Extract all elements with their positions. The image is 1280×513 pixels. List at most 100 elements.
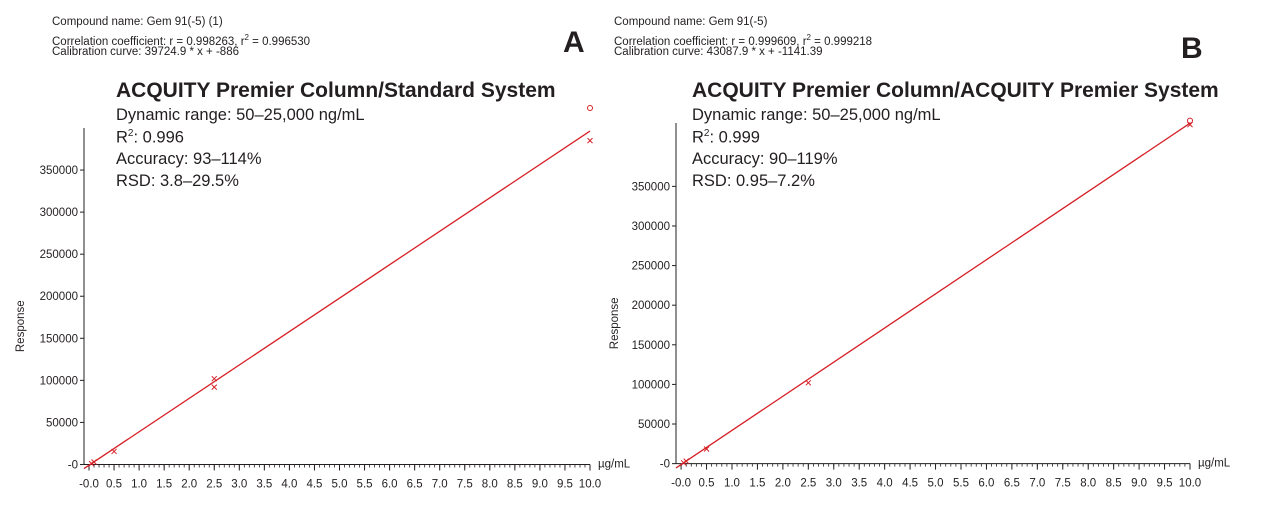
x-tick-label: 6.5 (407, 478, 423, 490)
calibration-plot-b: -0 50000 100000 150000 200000 250000 300000 350… (609, 117, 1231, 490)
y-tick-label: 150000 (40, 333, 78, 345)
x-tick-label: -0.0 (79, 478, 99, 490)
data-point (683, 458, 690, 464)
x-tick-label: 3.0 (231, 478, 247, 490)
x-tick-label: 5.0 (332, 478, 348, 490)
y-tick-label: 100000 (40, 375, 78, 387)
data-point (587, 105, 593, 111)
y-tick-label: 150000 (632, 340, 670, 352)
chart-panel-b: Compound name: Gem 91(-5) Correlation co… (609, 0, 1280, 513)
calibration-fit-line (83, 130, 591, 470)
r2-sup: 2 (703, 128, 710, 139)
x-tick-label: 1.0 (724, 478, 740, 490)
y-tick-label: 50000 (638, 419, 670, 431)
chart-title: ACQUITY Premier Column/Standard System (116, 79, 556, 102)
y-tick-label: 100000 (632, 379, 670, 391)
x-tick-label: 8.5 (1106, 478, 1122, 490)
calibration-plot-a: -0 50000 100000 150000 200000 250000 300000 350… (15, 105, 631, 490)
x-tick-label: 9.5 (1157, 478, 1173, 490)
x-tick-label: 2.0 (181, 478, 197, 490)
x-tick-label: 4.0 (877, 478, 893, 490)
x-tick-label: 1.0 (131, 478, 147, 490)
correlation-prefix: Correlation coefficient: r = 0.999609, r (614, 35, 807, 48)
y-tick-label: 350000 (40, 165, 78, 177)
y-tick-label: 300000 (40, 207, 78, 219)
calibration-curve: Calibration curve: 39724.9 * x + -886 (52, 46, 239, 58)
correlation-suffix: = 0.999218 (810, 35, 873, 48)
x-tick-label: 6.0 (978, 478, 994, 490)
x-tick-label: 7.5 (1055, 478, 1071, 490)
data-point (211, 375, 218, 382)
x-tick-label: 4.0 (281, 478, 297, 490)
x-tick-label: 0.5 (106, 478, 122, 490)
x-tick-label: 2.0 (775, 478, 791, 490)
data-point (587, 137, 593, 144)
correlation-coefficient: Correlation coefficient: r = 0.998263, r… (52, 30, 310, 50)
x-tick-label: 9.5 (557, 478, 573, 490)
accuracy: Accuracy: 93–114% (116, 150, 262, 168)
calibration-fit-line (675, 122, 1191, 469)
data-point (680, 459, 687, 466)
x-tick-label: 5.5 (953, 478, 969, 490)
correlation-suffix: = 0.996530 (248, 35, 311, 48)
x-tick-label: 0.5 (699, 478, 715, 490)
y-tick-label: 50000 (46, 417, 78, 429)
correlation-coefficient: Correlation coefficient: r = 0.999609, r… (614, 30, 872, 50)
dynamic-range: Dynamic range: 50–25,000 ng/mL (692, 106, 941, 124)
panel-letter: B (1181, 32, 1203, 65)
x-tick-label: 3.0 (826, 478, 842, 490)
chart-title: ACQUITY Premier Column/ACQUITY Premier S… (692, 79, 1219, 102)
dynamic-range: Dynamic range: 50–25,000 ng/mL (116, 106, 365, 124)
r2-value: : 0.999 (709, 128, 760, 147)
chart-panel-a: Compound name: Gem 91(-5) (1) Correlatio… (15, 16, 631, 490)
x-tick-label: 6.0 (382, 478, 398, 490)
y-axis-label: Response (609, 297, 621, 349)
y-tick-label: 200000 (40, 291, 78, 303)
x-tick-label: 5.0 (928, 478, 944, 490)
x-tick-label: 8.0 (482, 478, 498, 490)
x-unit-label: µg/mL (598, 458, 631, 470)
x-tick-label: 8.0 (1080, 478, 1096, 490)
x-tick-label: 4.5 (902, 478, 918, 490)
correlation-prefix: Correlation coefficient: r = 0.998263, r (52, 35, 245, 48)
data-point (703, 446, 710, 452)
y-axis-label: Response (15, 300, 27, 352)
correlation-sup: 2 (806, 33, 811, 42)
data-point (91, 459, 97, 465)
r2-prefix: R (116, 128, 128, 147)
r2-sup: 2 (127, 128, 134, 139)
x-tick-label: 8.5 (507, 478, 523, 490)
y-tick-label: 200000 (632, 300, 670, 312)
compound-name: Compound name: Gem 91(-5) (614, 16, 768, 28)
y-tick-label: 300000 (632, 221, 670, 233)
rsd: RSD: 0.95–7.2% (692, 172, 815, 190)
y-tick-label: 250000 (632, 261, 670, 273)
x-tick-label: 9.0 (1131, 478, 1147, 490)
y-tick-label: -0 (68, 459, 78, 471)
r-squared: R2: 0.996 (116, 128, 184, 148)
compound-name: Compound name: Gem 91(-5) (1) (52, 16, 223, 28)
panel-letter: A (563, 26, 585, 59)
accuracy: Accuracy: 90–119% (692, 150, 838, 168)
r-squared: R2: 0.999 (692, 128, 760, 148)
x-tick-label: 3.5 (256, 478, 272, 490)
rsd: RSD: 3.8–29.5% (116, 172, 239, 190)
data-point (1187, 117, 1193, 124)
x-tick-label: 2.5 (206, 478, 222, 490)
x-tick-label: 9.0 (532, 478, 548, 490)
calibration-curve: Calibration curve: 43087.9 * x + -1141.3… (614, 46, 823, 58)
x-tick-label: 2.5 (800, 478, 816, 490)
x-tick-label: 10.0 (1179, 478, 1201, 490)
x-tick-label: 7.0 (1029, 478, 1045, 490)
y-tick-label: 350000 (632, 181, 670, 193)
x-tick-label: 7.5 (457, 478, 473, 490)
data-point (111, 448, 117, 455)
x-tick-label: 5.5 (357, 478, 373, 490)
data-point (805, 379, 812, 386)
y-tick-label: -0 (660, 459, 670, 471)
correlation-sup: 2 (244, 33, 249, 42)
x-tick-label: 1.5 (156, 478, 172, 490)
x-tick-label: 6.5 (1004, 478, 1020, 490)
x-tick-label: 3.5 (851, 478, 867, 490)
x-tick-label: 4.5 (306, 478, 322, 490)
